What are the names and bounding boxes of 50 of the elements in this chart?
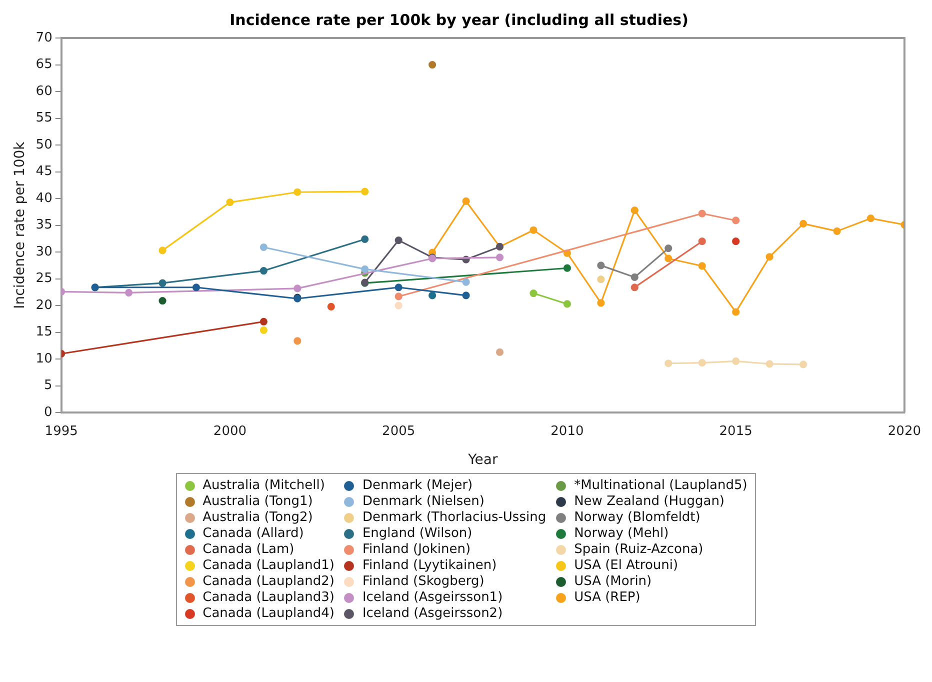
y-tick-label: 5 [44,378,52,394]
legend-label: Finland (Skogberg) [362,574,484,589]
legend-label: Denmark (Mejer) [362,478,473,493]
y-tick-label: 65 [36,57,52,72]
legend-label: Iceland (Asgeirsson2) [362,606,503,621]
y-tick-label: 70 [36,30,52,46]
y-tick-label: 60 [36,84,52,99]
legend-label: Australia (Mitchell) [202,478,325,493]
legend-label: Iceland (Asgeirsson1) [362,590,503,605]
y-tick-label: 55 [36,110,52,126]
legend-label: Canada (Laupland3) [202,590,334,605]
legend-label: USA (El Atrouni) [574,558,678,573]
legend-label: Denmark (Nielsen) [362,494,484,509]
y-axis-title: Incidence rate per 100k [12,140,28,309]
y-tick-label: 10 [36,351,52,366]
x-tick-label: 2000 [213,424,247,439]
legend-label: Canada (Laupland4) [202,606,334,621]
legend-label: Norway (Blomfeldt) [574,510,700,525]
y-tick-label: 45 [36,164,52,180]
legend-label: Australia (Tong1) [202,494,313,509]
legend-label: Canada (Allard) [202,526,304,541]
y-tick-label: 15 [36,324,52,340]
legend-label: England (Wilson) [362,526,472,541]
legend-label: Norway (Mehl) [574,526,669,541]
y-tick-label: 30 [36,244,52,260]
legend-label: Finland (Jokinen) [362,542,471,557]
y-tick-label: 25 [36,271,52,286]
legend-label: Canada (Laupland2) [202,574,334,589]
x-tick-label: 2015 [719,424,752,439]
y-tick-label: 35 [36,218,52,233]
legend-label: Canada (Lam) [202,542,294,557]
legend-label: Spain (Ruiz-Azcona) [574,542,704,557]
x-axis-title: Year [467,452,498,468]
x-tick-label: 2010 [550,424,584,439]
y-tick-label: 40 [36,190,52,206]
legend-label: Finland (Lyytikainen) [362,558,497,573]
legend-label: Denmark (Thorlacius-Ussing [362,510,546,525]
legend-label: USA (Morin) [574,574,652,589]
x-tick-label: 1995 [44,424,78,439]
x-tick-label: 2020 [888,424,922,439]
y-tick-label: 0 [44,404,52,420]
chart-title: Incidence rate per 100k by year (including all studies) [230,10,688,29]
y-tick-label: 20 [36,298,52,313]
legend-label: New Zealand (Huggan) [574,494,725,509]
x-tick-label: 2005 [382,424,416,439]
legend-label: USA (REP) [574,590,640,605]
y-tick-label: 50 [36,137,52,152]
legend-label: *Multinational (Laupland5) [574,478,748,493]
legend-label: Australia (Tong2) [202,510,313,525]
legend-label: Canada (Laupland1) [202,558,334,573]
